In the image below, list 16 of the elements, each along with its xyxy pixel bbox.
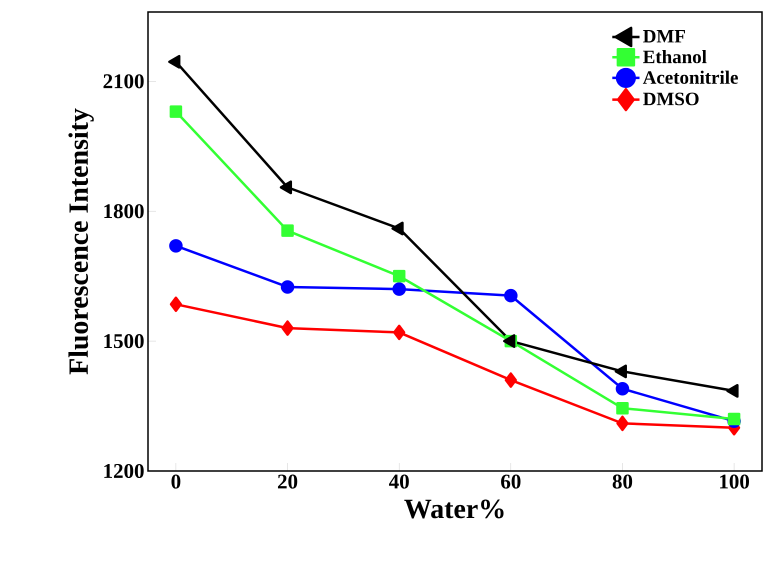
x-axis-title: Water% [404, 499, 504, 518]
x-tick-label: 20 [278, 474, 298, 489]
y-tick-label: 1200 [104, 464, 144, 478]
x-tick-label: 40 [389, 474, 409, 489]
y-tick-label: 2100 [104, 74, 144, 88]
legend-label: Acetonitrile [642, 70, 738, 84]
y-axis-title: Fluorescence Intensity [68, 108, 94, 374]
legend-label: DMSO [643, 92, 699, 106]
x-tick-label: 60 [501, 474, 520, 489]
x-tick-label: 100 [720, 474, 749, 489]
y-tick-label: 1800 [104, 204, 144, 218]
legend-label: DMF [643, 30, 685, 42]
x-tick-label: 80 [612, 474, 632, 489]
y-tick-label: 1500 [104, 334, 144, 348]
legend-label: Ethanol [643, 50, 707, 64]
x-tick-label: 0 [171, 474, 180, 489]
